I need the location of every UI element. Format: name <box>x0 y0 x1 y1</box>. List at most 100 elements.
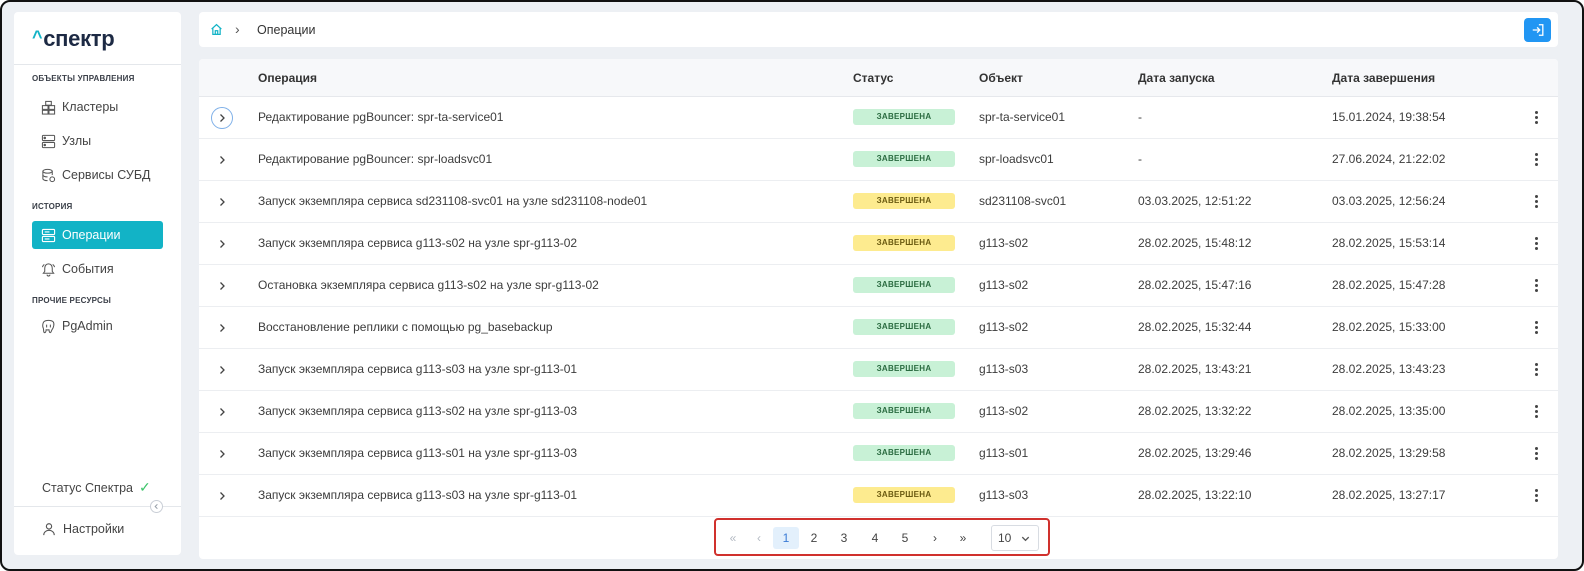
row-menu-icon[interactable] <box>1535 447 1538 460</box>
last-page-button[interactable]: » <box>959 531 967 545</box>
section-title-history: ИСТОРИЯ <box>32 202 73 211</box>
section-title-management: ОБЪЕКТЫ УПРАВЛЕНИЯ <box>32 74 135 83</box>
chevron-down-icon <box>1020 533 1031 544</box>
table-row[interactable]: Запуск экземпляра сервиса sd231108-svc01… <box>199 181 1558 223</box>
table-row[interactable]: Остановка экземпляра сервиса g113-s02 на… <box>199 265 1558 307</box>
sidebar-item-label: Узлы <box>62 134 92 148</box>
page-button-4[interactable]: 4 <box>871 531 879 545</box>
sidebar-item-nodes[interactable]: Узлы <box>32 127 163 155</box>
sidebar-item-label: Сервисы СУБД <box>62 168 151 182</box>
column-header-end-date[interactable]: Дата завершения <box>1332 71 1436 85</box>
table-row[interactable]: Запуск экземпляра сервиса g113-s01 на уз… <box>199 433 1558 475</box>
cell-object: sd231108-svc01 <box>979 194 1067 208</box>
cell-operation: Запуск экземпляра сервиса g113-s03 на уз… <box>258 362 578 376</box>
cell-operation: Редактирование pgBouncer: spr-loadsvc01 <box>258 152 493 166</box>
column-header-operation[interactable]: Операция <box>258 71 318 85</box>
expand-row-button[interactable] <box>211 317 233 339</box>
next-page-button[interactable]: › <box>933 531 937 545</box>
cell-end-date: 27.06.2024, 21:22:02 <box>1332 152 1446 166</box>
per-page-select[interactable]: 10 <box>991 525 1039 551</box>
expand-row-button[interactable] <box>211 191 233 213</box>
cell-start-date: 03.03.2025, 12:51:22 <box>1138 194 1252 208</box>
chevron-right-icon <box>220 282 225 290</box>
cell-start-date: 28.02.2025, 15:47:16 <box>1138 278 1252 292</box>
logout-button[interactable] <box>1524 18 1551 42</box>
row-menu-icon[interactable] <box>1535 363 1538 376</box>
table-row[interactable]: Запуск экземпляра сервиса g113-s02 на уз… <box>199 223 1558 265</box>
check-icon: ✓ <box>138 479 151 495</box>
expand-row-button[interactable] <box>211 275 233 297</box>
expand-row-button[interactable] <box>211 485 233 507</box>
expand-row-button[interactable] <box>211 401 233 423</box>
system-status-label: Статус Спектра <box>42 480 133 495</box>
system-status[interactable]: Статус Спектра ✓ <box>42 479 151 496</box>
row-menu-icon[interactable] <box>1535 321 1538 334</box>
nodes-icon <box>41 134 56 149</box>
cell-start-date: 28.02.2025, 13:32:22 <box>1138 404 1252 418</box>
cell-operation: Остановка экземпляра сервиса g113-s02 на… <box>258 278 599 292</box>
section-title-other: ПРОЧИЕ РЕСУРСЫ <box>32 296 111 305</box>
cell-operation: Восстановление реплики с помощью pg_base… <box>258 320 553 334</box>
row-menu-icon[interactable] <box>1535 279 1538 292</box>
status-badge: ЗАВЕРШЕНА <box>853 319 955 335</box>
row-menu-icon[interactable] <box>1535 111 1538 124</box>
row-menu-icon[interactable] <box>1535 489 1538 502</box>
row-menu-icon[interactable] <box>1535 195 1538 208</box>
sidebar-item-pgadmin[interactable]: PgAdmin <box>32 312 163 340</box>
expand-row-button[interactable] <box>211 359 233 381</box>
column-header-status[interactable]: Статус <box>853 71 894 85</box>
expand-row-button[interactable] <box>211 233 233 255</box>
expand-row-button[interactable] <box>211 443 233 465</box>
cell-start-date: - <box>1138 152 1142 166</box>
page-button-1[interactable]: 1 <box>773 527 799 549</box>
collapse-sidebar-button[interactable] <box>150 500 163 513</box>
cell-object: g113-s03 <box>979 362 1029 376</box>
cell-operation: Запуск экземпляра сервиса g113-s03 на уз… <box>258 488 578 502</box>
page-button-2[interactable]: 2 <box>810 531 818 545</box>
logo-caret: ^ <box>32 27 43 47</box>
column-header-object[interactable]: Объект <box>979 71 1023 85</box>
status-badge: ЗАВЕРШЕНА <box>853 445 955 461</box>
row-menu-icon[interactable] <box>1535 237 1538 250</box>
per-page-value: 10 <box>998 531 1012 545</box>
row-menu-icon[interactable] <box>1535 405 1538 418</box>
status-badge: ЗАВЕРШЕНА <box>853 277 955 293</box>
cell-start-date: - <box>1138 110 1142 124</box>
table-row[interactable]: Восстановление реплики с помощью pg_base… <box>199 307 1558 349</box>
table-row[interactable]: Редактирование pgBouncer: spr-ta-service… <box>199 97 1558 139</box>
prev-page-button[interactable]: ‹ <box>757 531 761 545</box>
table-row[interactable]: Запуск экземпляра сервиса g113-s03 на уз… <box>199 475 1558 517</box>
logout-icon <box>1532 24 1543 36</box>
chevron-right-icon <box>220 408 225 416</box>
cell-end-date: 28.02.2025, 15:33:00 <box>1332 320 1446 334</box>
row-menu-icon[interactable] <box>1535 153 1538 166</box>
table-row[interactable]: Редактирование pgBouncer: spr-loadsvc01 З… <box>199 139 1558 181</box>
table-row[interactable]: Запуск экземпляра сервиса g113-s02 на уз… <box>199 391 1558 433</box>
cell-operation: Запуск экземпляра сервиса g113-s01 на уз… <box>258 446 578 460</box>
settings-link[interactable]: Настройки <box>42 522 124 536</box>
sidebar-divider <box>14 64 181 65</box>
expand-row-button[interactable] <box>211 149 233 171</box>
home-icon[interactable] <box>210 23 223 36</box>
cell-end-date: 15.01.2024, 19:38:54 <box>1332 110 1446 124</box>
first-page-button[interactable]: « <box>729 531 737 545</box>
sidebar-item-db-services[interactable]: Сервисы СУБД <box>32 161 163 189</box>
cell-object: spr-loadsvc01 <box>979 152 1054 166</box>
cell-object: g113-s01 <box>979 446 1029 460</box>
logo-text: спектр <box>43 26 115 51</box>
expand-row-button[interactable] <box>211 107 233 129</box>
table-row[interactable]: Запуск экземпляра сервиса g113-s03 на уз… <box>199 349 1558 391</box>
page-button-5[interactable]: 5 <box>901 531 909 545</box>
status-badge: ЗАВЕРШЕНА <box>853 487 955 503</box>
cell-end-date: 03.03.2025, 12:56:24 <box>1332 194 1446 208</box>
status-badge: ЗАВЕРШЕНА <box>853 403 955 419</box>
column-header-start-date[interactable]: Дата запуска <box>1138 71 1215 85</box>
sidebar-item-clusters[interactable]: Кластеры <box>32 93 163 121</box>
chevron-right-icon <box>220 450 225 458</box>
page-button-3[interactable]: 3 <box>840 531 848 545</box>
logo[interactable]: ^спектр <box>32 26 115 52</box>
operations-table: Операция Статус Объект Дата запуска Дата… <box>199 59 1558 559</box>
sidebar-item-events[interactable]: События <box>32 255 163 283</box>
sidebar-item-operations[interactable]: Операции <box>32 221 163 249</box>
